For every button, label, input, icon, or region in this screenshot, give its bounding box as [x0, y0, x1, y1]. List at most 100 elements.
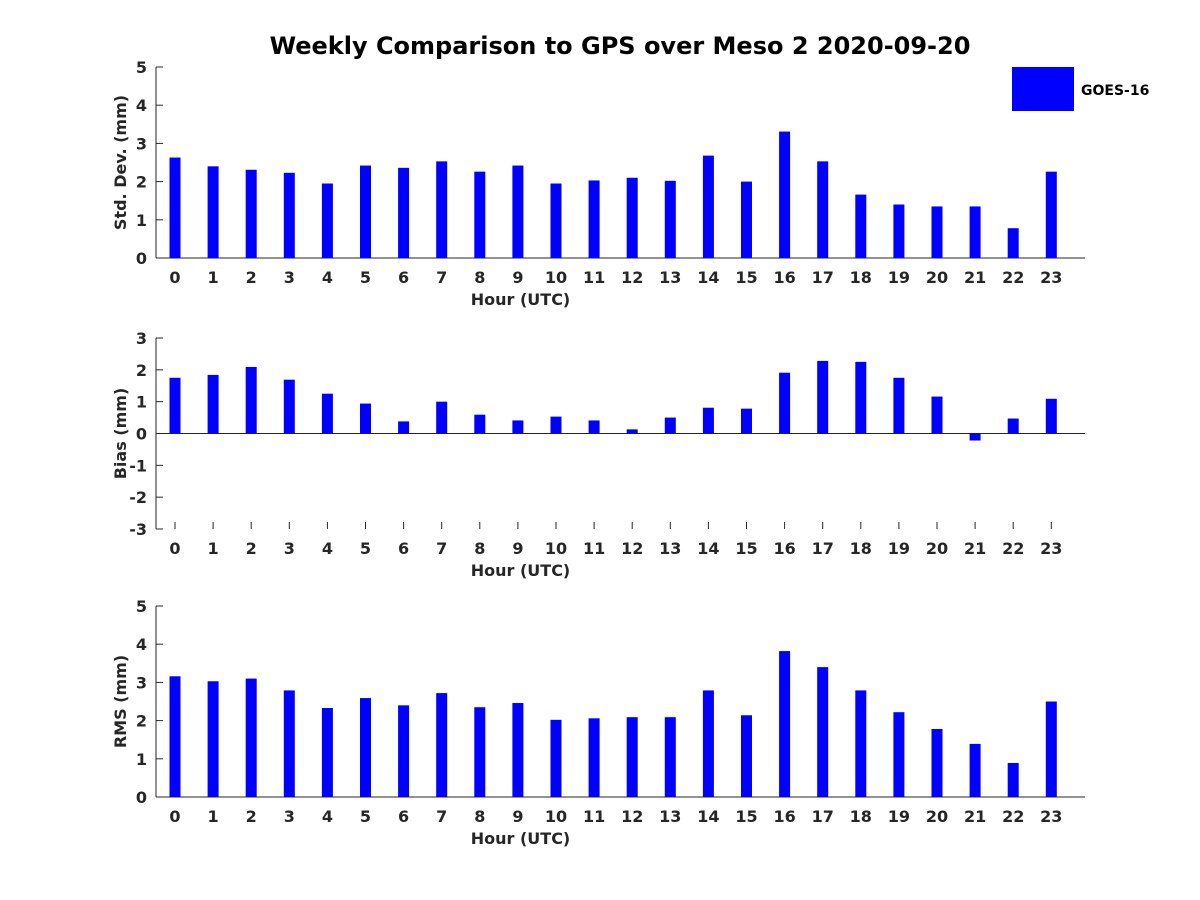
bar-std-hour-15	[741, 181, 752, 258]
bar-bias-hour-23	[1045, 398, 1057, 434]
bar-rms-hour-0	[169, 676, 181, 797]
x-tick-label: 2	[246, 807, 257, 826]
bar-std-hour-6	[398, 167, 410, 258]
x-tick-label: 7	[436, 807, 447, 826]
bar-rms-hour-14	[702, 690, 714, 797]
y-tick-label: 0	[136, 249, 147, 268]
x-tick-label: 6	[398, 539, 409, 558]
bar-std-hour-7	[436, 161, 448, 258]
y-tick-label: 0	[136, 425, 147, 444]
y-tick-label: 3	[136, 329, 147, 348]
x-axis-label: Hour (UTC)	[471, 290, 571, 309]
bar-rms-hour-12	[626, 717, 638, 797]
bar-bias-hour-0	[169, 377, 181, 434]
x-tick-label: 10	[545, 807, 567, 826]
x-tick-label: 3	[284, 268, 295, 287]
x-axis-label: Hour (UTC)	[471, 829, 571, 848]
x-tick-label: 0	[169, 539, 180, 558]
bar-bias-hour-21	[969, 433, 981, 441]
x-tick-label: 12	[621, 539, 643, 558]
bar-bias-hour-2	[245, 366, 257, 434]
y-tick-label: -2	[129, 488, 147, 507]
x-tick-label: 1	[208, 807, 219, 826]
x-tick-label: 5	[360, 539, 371, 558]
x-tick-label: 20	[926, 539, 948, 558]
y-tick-label: 5	[136, 58, 147, 77]
x-tick-label: 11	[583, 807, 605, 826]
x-tick-label: 0	[169, 268, 180, 287]
x-tick-label: 11	[583, 268, 605, 287]
bar-bias-hour-19	[893, 377, 905, 434]
bar-rms-hour-4	[321, 707, 333, 797]
bar-std-hour-22	[1007, 228, 1019, 258]
bar-bias-hour-18	[855, 361, 867, 434]
bar-rms-hour-10	[550, 719, 562, 797]
bar-rms-hour-15	[741, 715, 752, 797]
bar-std-hour-1	[207, 166, 219, 258]
x-tick-label: 13	[659, 268, 681, 287]
x-tick-label: 15	[735, 268, 757, 287]
bar-rms-hour-7	[436, 693, 448, 797]
x-tick-label: 13	[659, 539, 681, 558]
bar-bias-hour-14	[702, 407, 714, 434]
bar-bias-hour-22	[1007, 418, 1019, 434]
y-tick-label: 2	[136, 173, 147, 192]
bar-rms-hour-6	[398, 705, 410, 797]
bar-bias-hour-11	[588, 420, 600, 434]
x-tick-label: 3	[284, 807, 295, 826]
x-tick-label: 18	[850, 268, 872, 287]
bar-bias-hour-5	[360, 403, 371, 434]
bar-std-hour-16	[779, 131, 791, 258]
x-tick-label: 4	[322, 807, 333, 826]
x-tick-label: 9	[512, 539, 523, 558]
x-tick-label: 23	[1040, 539, 1062, 558]
x-tick-label: 18	[850, 807, 872, 826]
bar-std-hour-14	[702, 155, 714, 258]
bar-rms-hour-11	[588, 718, 600, 797]
bar-rms-hour-3	[283, 690, 295, 797]
x-tick-label: 0	[169, 807, 180, 826]
x-tick-label: 15	[735, 807, 757, 826]
x-tick-label: 1	[208, 539, 219, 558]
bar-bias-hour-20	[931, 396, 943, 434]
bar-rms-hour-1	[207, 681, 219, 797]
x-tick-label: 22	[1002, 807, 1024, 826]
y-tick-label: 2	[136, 361, 147, 380]
x-tick-label: 17	[812, 268, 834, 287]
bar-std-hour-2	[245, 169, 257, 258]
x-tick-label: 18	[850, 539, 872, 558]
x-tick-label: 14	[697, 807, 719, 826]
x-tick-label: 21	[964, 539, 986, 558]
bar-std-hour-3	[283, 172, 295, 258]
bar-rms-hour-16	[779, 651, 791, 797]
bar-bias-hour-16	[779, 372, 791, 434]
bar-rms-hour-21	[969, 743, 981, 797]
x-tick-label: 2	[246, 539, 257, 558]
x-axis-label: Hour (UTC)	[471, 561, 571, 580]
bar-std-hour-17	[817, 161, 829, 258]
legend-swatch	[1012, 67, 1074, 111]
x-tick-label: 17	[812, 539, 834, 558]
x-tick-label: 22	[1002, 539, 1024, 558]
bar-std-hour-9	[512, 165, 524, 258]
x-tick-label: 16	[773, 807, 795, 826]
y-tick-label: 2	[136, 712, 147, 731]
y-tick-label: 0	[136, 788, 147, 807]
bar-bias-hour-15	[741, 408, 752, 434]
x-tick-label: 11	[583, 539, 605, 558]
x-tick-label: 4	[322, 539, 333, 558]
x-tick-label: 23	[1040, 268, 1062, 287]
x-tick-label: 2	[246, 268, 257, 287]
bar-bias-hour-9	[512, 420, 524, 434]
bar-bias-hour-1	[207, 374, 219, 434]
bar-bias-hour-8	[474, 414, 486, 434]
y-axis-label: RMS (mm)	[111, 655, 130, 748]
x-tick-label: 7	[436, 539, 447, 558]
x-tick-label: 7	[436, 268, 447, 287]
x-tick-label: 5	[360, 807, 371, 826]
x-tick-label: 12	[621, 807, 643, 826]
